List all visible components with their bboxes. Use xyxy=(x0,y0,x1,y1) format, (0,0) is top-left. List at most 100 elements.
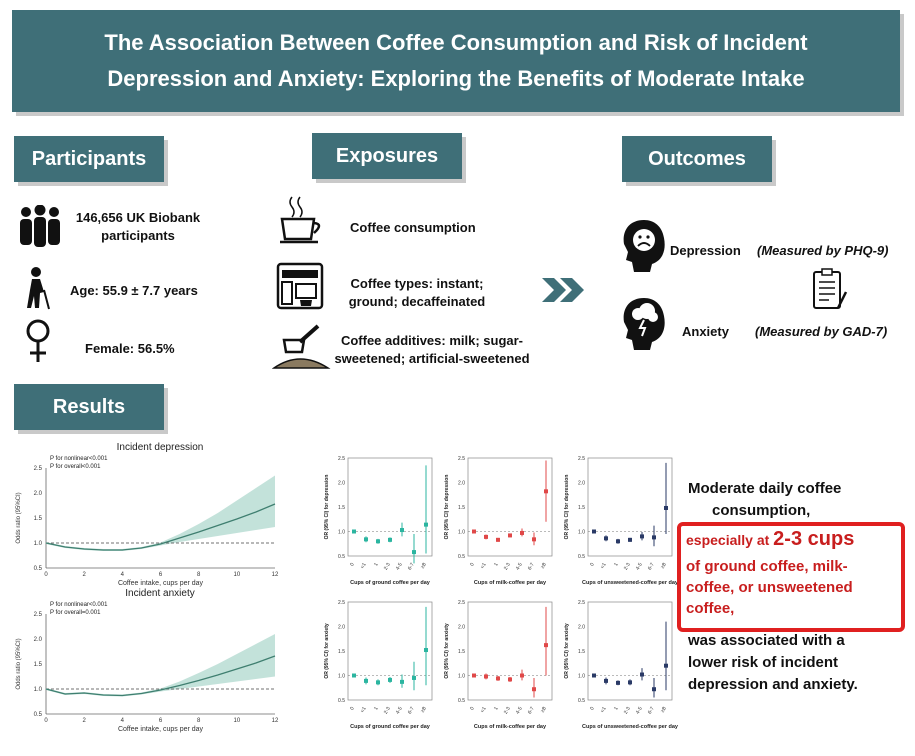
chart-title: Incident depression xyxy=(117,442,204,453)
y-tick-label: 1.5 xyxy=(458,649,465,655)
x-tick-label: 2-3 xyxy=(383,562,392,571)
x-tick-label: 4-5 xyxy=(395,562,404,571)
y-tick-label: 0.5 xyxy=(458,554,465,560)
forest-plot-ground-depression: 0.5 1.0 1.5 2.0 2.5 0 <1 1 2-3 4-5 6-7 ≥8 Cups of gr… xyxy=(324,456,433,586)
x-tick-label: 4-5 xyxy=(395,706,404,715)
y-tick-label: 0.5 xyxy=(338,698,345,704)
x-tick-label: <1 xyxy=(360,562,368,570)
plot-frame xyxy=(587,457,673,557)
coffee-machine-icon xyxy=(276,262,324,310)
y-tick-label: 1.5 xyxy=(578,649,585,655)
conclusion-line-3: was associated with a xyxy=(688,632,845,649)
y-tick-label: 2.0 xyxy=(34,637,43,643)
or-point xyxy=(640,672,644,677)
anxiety-measure: (Measured by GAD-7) xyxy=(755,324,888,339)
y-axis-label: OR (95% CI) for depression xyxy=(444,475,450,540)
x-axis-label: Coffee intake, cups per day xyxy=(118,580,204,587)
spline-chart-depression: Incident depression P for nonlinear<0.001… xyxy=(16,442,279,587)
title-line-1: The Association Between Coffee Consumpti… xyxy=(104,30,808,55)
y-tick-label: 2.5 xyxy=(34,612,43,618)
participant-female: Female: 56.5% xyxy=(85,341,175,356)
y-tick-label: 2.5 xyxy=(578,456,585,462)
chart-title: Incident anxiety xyxy=(125,588,195,599)
x-tick-label: 12 xyxy=(272,572,279,578)
or-point xyxy=(532,537,536,542)
or-point xyxy=(388,677,392,682)
x-tick-label: ≥8 xyxy=(540,562,548,570)
x-tick-label: ≥8 xyxy=(420,562,428,570)
plot-frame xyxy=(347,601,433,701)
x-tick-label: 10 xyxy=(233,718,240,724)
x-tick-label: 1 xyxy=(493,562,500,568)
y-tick-label: 1.5 xyxy=(34,662,43,668)
y-tick-label: 1.5 xyxy=(338,505,345,511)
y-tick-label: 2.0 xyxy=(338,625,345,631)
x-tick-label: 2-3 xyxy=(383,706,392,715)
x-axis-label: Cups of unsweetened-coffee per day xyxy=(582,724,679,730)
plot-frame xyxy=(467,457,553,557)
outcomes-heading: Outcomes xyxy=(622,136,772,182)
p-value-annotation: P for overall=0.001 xyxy=(50,610,101,616)
coffee-cup-icon xyxy=(280,196,321,244)
forest-plot-milk-anxiety: 0.5 1.0 1.5 2.0 2.5 0 <1 1 2-3 4-5 6-7 ≥8 Cups of mi… xyxy=(444,600,553,730)
x-tick-label: ≥8 xyxy=(420,706,428,714)
people-icon xyxy=(20,205,60,247)
y-tick-label: 2.0 xyxy=(34,491,43,497)
arrow-chevrons-icon xyxy=(542,278,584,302)
x-tick-label: 2-3 xyxy=(503,706,512,715)
y-tick-label: 1.5 xyxy=(578,505,585,511)
y-tick-label: 1.0 xyxy=(34,541,43,547)
title-banner: The Association Between Coffee Consumpti… xyxy=(12,10,900,112)
x-tick-label: 1 xyxy=(493,706,500,712)
y-tick-label: 1.0 xyxy=(458,674,465,680)
or-point xyxy=(532,687,536,692)
forest-plot-ground-anxiety: 0.5 1.0 1.5 2.0 2.5 0 <1 1 2-3 4-5 6-7 ≥8 Cups of gr… xyxy=(324,600,433,730)
x-tick-label: ≥8 xyxy=(660,706,668,714)
y-tick-label: 2.5 xyxy=(338,456,345,462)
x-tick-label: 1 xyxy=(613,562,620,568)
participant-count-line-2: participants xyxy=(101,228,175,243)
x-tick-label: ≥8 xyxy=(660,562,668,570)
or-point xyxy=(520,673,524,678)
x-tick-label: 1 xyxy=(613,706,620,712)
forest-plot-unsweetened-anxiety: 0.5 1.0 1.5 2.0 2.5 0 <1 1 2-3 4-5 6-7 ≥8 Cups of un… xyxy=(564,600,679,730)
highlight-callout xyxy=(677,522,905,632)
y-axis-label: OR (95% CI) for depression xyxy=(324,475,330,540)
highlight-line-2: of ground coffee, milk- xyxy=(686,558,848,575)
x-tick-label: 6-7 xyxy=(527,562,536,571)
x-axis-label: Cups of milk-coffee per day xyxy=(474,724,547,730)
x-tick-label: 6 xyxy=(159,572,163,578)
x-tick-label: 10 xyxy=(233,572,240,578)
x-tick-label: 4-5 xyxy=(515,706,524,715)
x-tick-label: 6-7 xyxy=(407,706,416,715)
or-point xyxy=(664,663,668,668)
x-tick-label: 8 xyxy=(197,718,201,724)
exposure-additives: Coffee additives: milk; sugar- sweetened… xyxy=(332,332,532,368)
or-point xyxy=(472,529,476,534)
x-tick-label: <1 xyxy=(600,562,608,570)
x-tick-label: 6 xyxy=(159,718,163,724)
spline-chart-anxiety: Incident anxiety P for nonlinear<0.001 P f… xyxy=(16,588,279,733)
participant-age: Age: 55.9 ± 7.7 years xyxy=(70,283,198,298)
y-tick-label: 0.5 xyxy=(34,566,43,572)
x-tick-label: <1 xyxy=(360,706,368,714)
y-tick-label: 1.5 xyxy=(34,516,43,522)
or-point xyxy=(496,537,500,542)
highlight-big: 2-3 cups xyxy=(773,528,855,550)
highlight-line-4: coffee, xyxy=(686,600,735,617)
exposure-types-line-2: ground; decaffeinated xyxy=(348,294,486,309)
participant-count-line-1: 146,656 UK Biobank xyxy=(75,210,201,225)
or-point xyxy=(628,537,632,542)
outcome-depression: Depression xyxy=(670,243,741,258)
conclusion-line-2: consumption, xyxy=(712,502,811,519)
y-tick-label: 1.0 xyxy=(458,530,465,536)
conclusion-line-5: depression and anxiety. xyxy=(688,676,858,693)
or-point xyxy=(376,539,380,544)
or-point xyxy=(520,530,524,535)
or-point xyxy=(604,536,608,541)
x-tick-label: 2-3 xyxy=(503,562,512,571)
x-tick-label: 4 xyxy=(121,718,125,724)
x-tick-label: 0 xyxy=(349,562,356,568)
x-tick-label: 4-5 xyxy=(635,706,644,715)
exposure-additives-line-2: sweetened; artificial-sweetened xyxy=(334,351,530,366)
